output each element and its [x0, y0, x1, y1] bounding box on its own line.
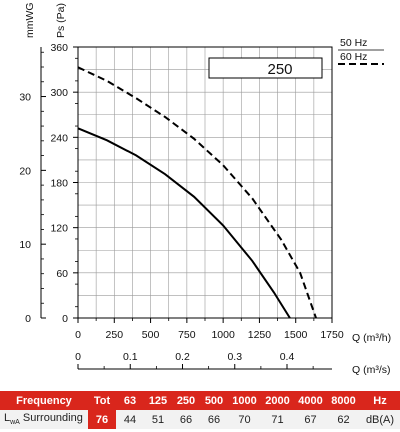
x-tick-label: 250 — [106, 329, 124, 341]
model-label-box — [208, 57, 323, 79]
value-1000: 70 — [228, 410, 261, 429]
legend: 50 Hz 60 Hz — [338, 37, 384, 65]
y-tick-label: 0 — [62, 313, 68, 325]
header-8000: 8000 — [327, 391, 360, 410]
row-label-sub: wA — [10, 419, 20, 427]
row-label: LwA Surrounding — [0, 410, 88, 429]
x-tick-label: 750 — [178, 329, 196, 341]
sound-table-header: Frequency Tot 63 125 250 500 1000 2000 4… — [0, 391, 400, 410]
x2-axis-title: Q (m³/s) — [352, 364, 391, 376]
x-tick-label: 1500 — [284, 329, 308, 341]
x-tick-label: 1750 — [320, 329, 344, 341]
y2-ticks: 0 10 20 30 — [19, 51, 46, 325]
header-125: 125 — [144, 391, 172, 410]
x-tick-label: 500 — [142, 329, 160, 341]
sound-table: Frequency Tot 63 125 250 500 1000 2000 4… — [0, 391, 400, 429]
value-500: 66 — [200, 410, 228, 429]
y-tick-label: 240 — [50, 132, 68, 144]
y-tick-label: 120 — [50, 223, 68, 235]
header-2000: 2000 — [261, 391, 294, 410]
y-tick-label: 360 — [50, 42, 68, 54]
value-unit: dB(A) — [360, 410, 400, 429]
value-2000: 71 — [261, 410, 294, 429]
legend-label-50hz: 50 Hz — [340, 37, 367, 49]
y-axis-title: Ps (Pa) — [55, 3, 67, 38]
x-axis-title: Q (m³/h) — [352, 332, 391, 344]
model-label: 250 — [267, 61, 292, 78]
header-500: 500 — [200, 391, 228, 410]
value-63: 44 — [116, 410, 144, 429]
grid — [78, 47, 332, 318]
header-1000: 1000 — [228, 391, 261, 410]
x2-tick-label: 0.3 — [227, 351, 242, 363]
x2-ticks: 0 0.1 0.2 0.3 0.4 — [75, 351, 314, 369]
y-tick-label: 300 — [50, 87, 68, 99]
x2-tick-label: 0.2 — [175, 351, 190, 363]
x2-tick-label: 0.4 — [280, 351, 295, 363]
y2-tick-label: 0 — [25, 313, 31, 325]
row-label-rest: Surrounding — [19, 412, 83, 425]
x2-tick-label: 0 — [75, 351, 81, 363]
header-4000: 4000 — [294, 391, 327, 410]
y2-tick-label: 20 — [19, 165, 31, 177]
row-label-l: L — [4, 412, 11, 425]
y-tick-label: 180 — [50, 178, 68, 190]
y2-axis-title: mmWG — [24, 2, 36, 38]
y2-tick-label: 30 — [19, 92, 31, 104]
header-hz: Hz — [360, 391, 400, 410]
legend-label-60hz: 60 Hz — [340, 51, 367, 63]
y2-tick-label: 10 — [19, 239, 31, 251]
value-4000: 67 — [294, 410, 327, 429]
header-250: 250 — [172, 391, 200, 410]
y-ticks: 0 60 120 180 240 300 360 — [50, 42, 78, 325]
x-tick-label: 1000 — [211, 329, 235, 341]
sound-table-row: LwA Surrounding 76 44 51 66 66 70 71 67 … — [0, 410, 400, 429]
header-63: 63 — [116, 391, 144, 410]
header-tot: Tot — [88, 391, 116, 410]
header-frequency: Frequency — [0, 391, 88, 410]
value-8000: 62 — [327, 410, 360, 429]
fan-curve-chart: 0 60 120 180 240 300 360 0 10 20 30 0 250 500 750 100… — [19, 2, 391, 376]
curve-50hz — [77, 127, 291, 319]
y-tick-label: 60 — [56, 268, 68, 280]
x2-tick-label: 0.1 — [123, 351, 138, 363]
curve-60hz — [77, 66, 317, 319]
x-tick-label: 1250 — [248, 329, 272, 341]
value-tot: 76 — [88, 410, 116, 429]
value-125: 51 — [144, 410, 172, 429]
value-250: 66 — [172, 410, 200, 429]
x-ticks: 0 250 500 750 1000 1250 1500 1750 — [75, 318, 344, 341]
x-tick-label: 0 — [75, 329, 81, 341]
